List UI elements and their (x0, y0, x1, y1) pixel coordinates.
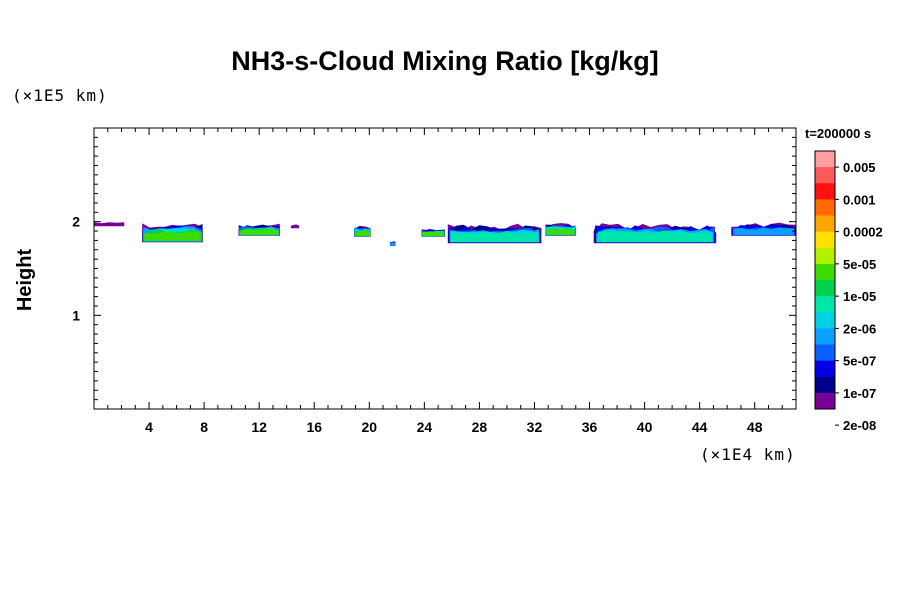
colorbar-label: 1e-05 (843, 289, 876, 304)
colorbar-swatch (815, 231, 835, 249)
colorbar-label: 0.005 (843, 160, 876, 175)
x-tick-label: 28 (472, 419, 488, 435)
x-tick-label: 44 (692, 419, 708, 435)
x-tick-label: 20 (362, 419, 378, 435)
y-tick-label: 1 (72, 307, 80, 323)
chart-title: NH3-s-Cloud Mixing Ratio [kg/kg] (231, 46, 659, 76)
x-tick-label: 8 (200, 419, 208, 435)
cloud-contour-band (546, 228, 575, 235)
cloud-contour-band (422, 231, 445, 237)
cloud-patch (290, 224, 300, 229)
colorbar-swatch (815, 312, 835, 329)
cloud-contour-band (354, 230, 371, 236)
cloud-patch (94, 222, 125, 227)
time-label: t=200000 s (805, 126, 872, 141)
x-tick-label: 24 (417, 419, 433, 435)
colorbar-label: 0.001 (843, 192, 876, 207)
cloud-contour-band (94, 222, 125, 227)
cloud-contour-band (597, 231, 712, 242)
cloud-patch (389, 241, 396, 246)
colorbar-swatch (815, 263, 835, 281)
y-axis-unit: (×1E5 km) (12, 86, 108, 105)
colorbar-swatch (815, 344, 835, 362)
colorbar-swatch (815, 280, 835, 297)
y-tick-label: 2 (72, 214, 80, 230)
colorbar-swatch (815, 199, 835, 216)
colorbar-swatch (815, 167, 835, 184)
x-tick-label: 40 (637, 419, 653, 435)
cloud-patch (731, 222, 796, 236)
colorbar-label: 2e-08 (843, 418, 876, 433)
y-axis: 12 (72, 136, 796, 401)
cloud-patch (238, 223, 280, 236)
colorbar-swatch (815, 247, 835, 265)
cloud-patch (545, 223, 576, 236)
colorbar-swatch (815, 215, 835, 233)
colorbar-swatch (815, 296, 835, 313)
cloud-contour-band (290, 224, 300, 229)
colorbar-swatch (815, 183, 835, 200)
x-axis: 4 8 12 16 20 24 28 32 36 40 44 48 (107, 128, 783, 435)
cloud-contour-band (390, 242, 396, 246)
cloud-contour-band (144, 231, 201, 241)
x-axis-unit: (×1E4 km) (700, 445, 796, 464)
cloud-contour-band (240, 228, 279, 235)
colorbar-label: 5e-07 (843, 354, 876, 369)
plot-frame (93, 127, 797, 410)
cloud-patch (142, 223, 203, 243)
cloud-contour-band (451, 231, 539, 242)
colorbar-frame (814, 150, 836, 410)
cloud-patch (354, 225, 371, 237)
colorbar-label: 1e-07 (843, 386, 876, 401)
colorbar-swatch (815, 360, 835, 378)
colorbar-label: 0.0002 (843, 225, 883, 240)
cloud-contour-band (733, 227, 794, 235)
colorbar-swatch (815, 392, 835, 410)
x-tick-label: 16 (306, 419, 322, 435)
x-tick-label: 32 (527, 419, 543, 435)
colorbar-swatch (815, 151, 835, 168)
cloud-patch (593, 223, 717, 244)
plot-area (94, 222, 796, 246)
colorbar: 0.005 0.001 0.0002 5e-05 1e-05 2e-06 5e-07 1e-0… (814, 150, 883, 433)
x-tick-label: 48 (747, 419, 763, 435)
colorbar-swatch (815, 376, 835, 394)
x-tick-label: 4 (145, 419, 153, 435)
colorbar-swatch (815, 328, 835, 345)
x-tick-label: 36 (582, 419, 598, 435)
cloud-patch (447, 223, 542, 244)
colorbar-label: 5e-05 (843, 257, 876, 272)
colorbar-label: 2e-06 (843, 321, 876, 336)
cloud-patch (421, 229, 445, 237)
x-tick-label: 12 (251, 419, 267, 435)
